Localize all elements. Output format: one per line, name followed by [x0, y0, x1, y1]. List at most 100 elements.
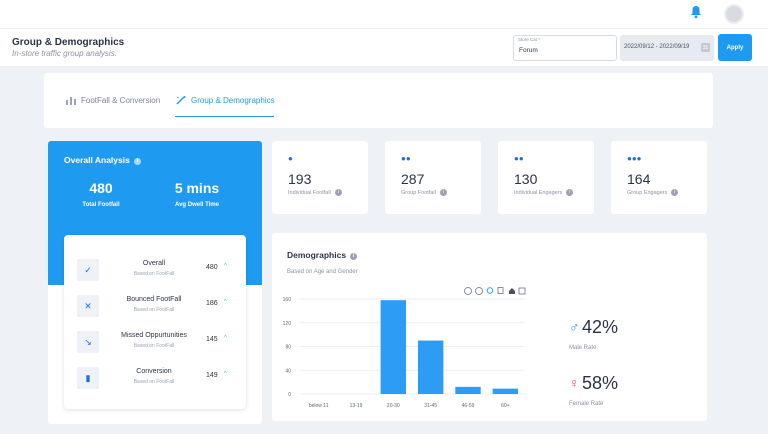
female-icon: ♀	[569, 375, 580, 391]
demographics-bar-chart: 0 40 80 120 160 below 11 13-19 20-30 31-45 46-59…	[283, 287, 526, 409]
y-axis: 0 40 80 120 160	[283, 297, 292, 398]
date-range-value: 2022/09/12 - 2022/09/19	[624, 44, 690, 50]
list-item-sub: Based on FootFall	[133, 307, 175, 313]
list-item-name: Conversion	[136, 368, 172, 375]
y-tick-label: 0	[288, 392, 291, 398]
info-icon[interactable]: i	[334, 189, 342, 196]
person-icon: ●	[288, 154, 293, 163]
demographics-card: Demographics i Based on Age and Gender 0 4…	[272, 233, 707, 421]
zoom-in-icon[interactable]	[464, 287, 472, 295]
list-item-sub: Based on FootFall	[133, 379, 175, 385]
stat-label: Individual Footfall i	[288, 189, 342, 196]
top-bar	[0, 0, 768, 28]
male-rate-label: Male Rate	[569, 345, 597, 351]
demographics-title: Demographics i	[287, 250, 358, 260]
engagers-icon: ●●	[514, 154, 524, 163]
stat-value: 164	[627, 171, 651, 187]
stat-label: Group Footfall i	[401, 189, 447, 196]
info-icon[interactable]: i	[350, 253, 358, 260]
list-item[interactable]: ↘ Missed Oppurtunities Based on FootFall…	[64, 323, 246, 359]
info-icon[interactable]: i	[439, 189, 447, 196]
stat-value: 287	[401, 171, 425, 187]
avatar[interactable]	[724, 4, 744, 24]
page-title: Group & Demographics	[12, 37, 125, 48]
y-tick-label: 160	[283, 297, 292, 303]
page-header: Group & Demographics In-store traffic gr…	[0, 28, 768, 66]
wand-icon	[176, 96, 186, 105]
tab-label: FootFall & Conversion	[81, 96, 161, 105]
x-tick-label: 31-45	[424, 403, 437, 409]
group-engagers-icon: ●●●	[627, 154, 642, 163]
stat-value: 193	[288, 171, 312, 187]
bar-46-59[interactable]	[455, 386, 481, 394]
stat-card-group-engagers: ●●● 164 Group Engagers i	[611, 141, 707, 214]
calendar-icon[interactable]: 31	[701, 43, 710, 52]
total-footfall-value: 480	[89, 180, 113, 196]
total-footfall-label: Total Footfall	[82, 202, 120, 208]
y-tick-label: 40	[285, 368, 291, 374]
chart-grid	[300, 298, 524, 395]
home-icon[interactable]	[509, 288, 515, 294]
list-item-value: 480	[206, 264, 218, 271]
x-tick-label: 60+	[501, 403, 510, 409]
stat-label: Individual Engagers i	[514, 189, 574, 196]
x-tick-label: 20-30	[387, 403, 400, 409]
bar-chart-icon	[66, 97, 76, 105]
list-item-name: Bounced FootFall	[126, 296, 182, 303]
list-item-value: 149	[206, 372, 218, 379]
info-icon[interactable]: i	[133, 158, 141, 165]
y-tick-label: 120	[283, 321, 292, 327]
bars-icon: ▮	[77, 367, 99, 389]
tab-label: Group & Demographics	[191, 96, 275, 105]
male-rate-value: 42%	[582, 317, 619, 337]
female-rate-label: Female Rate	[569, 401, 604, 407]
tabs-card: FootFall & Conversion Group & Demographi…	[44, 73, 713, 128]
y-tick-label: 80	[285, 345, 291, 351]
list-item-name: Overall	[142, 260, 166, 267]
list-item-value: 145	[206, 336, 218, 343]
stat-card-group-footfall: ●● 287 Group Footfall i	[385, 141, 481, 214]
demographics-subtitle: Based on Age and Gender	[287, 269, 358, 275]
tab-footfall-conversion[interactable]: FootFall & Conversion	[66, 96, 160, 105]
bounce-icon: ✕	[77, 295, 99, 317]
list-item-sub: Based on FootFall	[133, 343, 175, 349]
trend-up-icon: ^	[224, 335, 227, 341]
overall-analysis-title: Overall Analysis i	[64, 155, 141, 165]
male-icon: ♂	[569, 319, 580, 335]
download-icon[interactable]	[518, 287, 526, 295]
trend-up-icon: ^	[224, 371, 227, 377]
avg-dwell-value: 5 mins	[174, 180, 220, 196]
x-axis: below 11 13-19 20-30 31-45 46-59 60+	[309, 403, 510, 409]
pan-icon[interactable]	[497, 287, 504, 294]
list-item[interactable]: ✓ Overall Based on FootFall 480 ^	[64, 251, 246, 287]
list-item[interactable]: ▮ Conversion Based on FootFall 149 ^	[64, 359, 246, 395]
store-select-label: Store Cat *	[518, 37, 541, 42]
stat-card-individual-footfall: ● 193 Individual Footfall i	[272, 141, 368, 214]
missed-icon: ↘	[77, 331, 99, 353]
chart-toolbar	[464, 287, 526, 295]
bell-icon[interactable]	[689, 5, 703, 19]
chart-bars	[380, 300, 519, 394]
female-rate-value: 58%	[582, 373, 619, 393]
page-subtitle: In-store traffic group analysis.	[12, 49, 117, 58]
stat-label: Group Engagers i	[627, 189, 679, 196]
tab-group-demographics[interactable]: Group & Demographics	[176, 96, 275, 105]
zoom-out-icon[interactable]	[475, 287, 483, 295]
apply-button[interactable]: Apply	[718, 34, 752, 61]
bar-60+[interactable]	[492, 388, 519, 394]
group-icon: ●●	[401, 154, 411, 163]
x-tick-label: below 11	[309, 403, 329, 409]
list-item-sub: Based on FootFall	[133, 271, 175, 277]
list-item[interactable]: ✕ Bounced FootFall Based on FootFall 186…	[64, 287, 246, 323]
bar-31-45[interactable]	[417, 340, 444, 394]
list-item-name: Missed Oppurtunities	[121, 332, 187, 339]
stat-card-individual-engagers: ●● 130 Individual Engagers i	[498, 141, 594, 214]
active-tab-indicator	[175, 116, 274, 117]
search-icon[interactable]	[486, 287, 494, 294]
bar-20-30[interactable]	[380, 300, 407, 394]
info-icon[interactable]: i	[671, 189, 679, 196]
date-range-picker[interactable]: 2022/09/12 - 2022/09/19 31	[620, 35, 714, 61]
overall-list: ✓ Overall Based on FootFall 480 ^ ✕ Boun…	[64, 235, 246, 409]
store-select[interactable]: Store Cat * Forum	[513, 35, 617, 61]
info-icon[interactable]: i	[566, 189, 574, 196]
